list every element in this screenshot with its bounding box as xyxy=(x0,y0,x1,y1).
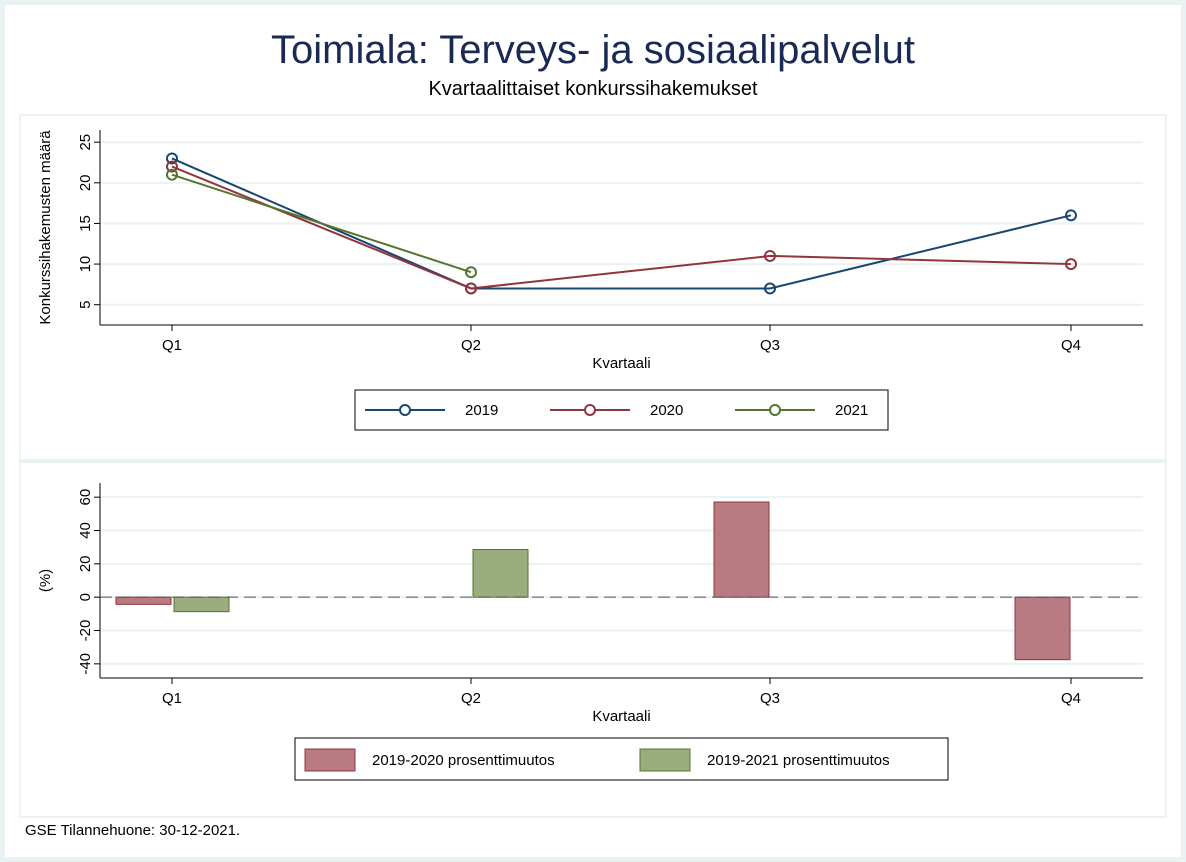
x-tick-label: Q3 xyxy=(760,337,780,354)
data-point-2020 xyxy=(1065,258,1077,271)
y-tick-label: 20 xyxy=(77,174,94,191)
y-tick-label: 20 xyxy=(77,555,94,572)
legend-label: 2019-2020 prosenttimuutos xyxy=(372,752,555,769)
y-tick-label: 15 xyxy=(77,215,94,232)
x-tick-label: Q2 xyxy=(461,337,481,354)
data-point-2019 xyxy=(764,282,776,295)
legend-swatch xyxy=(639,748,691,772)
legend-label: 2021 xyxy=(835,402,868,419)
x-tick-label: Q4 xyxy=(1061,337,1081,354)
chart-subtitle: Kvartaalittaiset konkurssihakemukset xyxy=(428,78,757,100)
y-tick-label: 25 xyxy=(77,134,94,151)
y-tick-label: 40 xyxy=(77,522,94,539)
legend-swatch xyxy=(304,748,356,772)
data-point-2019 xyxy=(1065,209,1077,222)
y-tick-label: -40 xyxy=(77,653,94,675)
legend-marker-2021 xyxy=(769,404,781,416)
bar-Q2-2 xyxy=(472,549,529,598)
x-axis-title: Kvartaali xyxy=(592,708,650,725)
legend-label: 2019 xyxy=(465,402,498,419)
y-tick-label: 0 xyxy=(77,593,94,601)
footer-note: GSE Tilannehuone: 30-12-2021. xyxy=(25,822,240,839)
x-axis-title: Kvartaali xyxy=(592,355,650,372)
bar-Q4-1 xyxy=(1014,596,1071,661)
x-tick-label: Q3 xyxy=(760,690,780,707)
data-point-2020 xyxy=(465,282,477,295)
data-point-2021 xyxy=(465,266,477,279)
bar-Q1-2 xyxy=(173,596,230,613)
chart-title: Toimiala: Terveys- ja sosiaalipalvelut xyxy=(271,28,915,72)
y-tick-label: 5 xyxy=(77,301,94,309)
y-axis-title: Konkurssihakemusten määrä xyxy=(37,130,54,325)
data-point-2020 xyxy=(764,249,776,262)
y-tick-label: 60 xyxy=(77,489,94,506)
bar-Q3-1 xyxy=(713,501,770,598)
data-point-2021 xyxy=(166,168,178,181)
y-axis-title: (%) xyxy=(37,569,54,592)
series-line-2021 xyxy=(171,173,472,274)
y-tick-label: 10 xyxy=(77,256,94,273)
x-tick-label: Q1 xyxy=(162,337,182,354)
bar-Q1-1 xyxy=(115,596,172,605)
series-line-2020 xyxy=(171,165,1072,290)
legend-label: 2019-2021 prosenttimuutos xyxy=(707,752,890,769)
legend-label: 2020 xyxy=(650,402,683,419)
x-tick-label: Q4 xyxy=(1061,690,1081,707)
x-tick-label: Q1 xyxy=(162,690,182,707)
y-tick-label: -20 xyxy=(77,620,94,642)
data-point-2019 xyxy=(166,152,178,165)
legend-marker-2020 xyxy=(584,404,596,416)
chart-frame: Toimiala: Terveys- ja sosiaalipalvelut K… xyxy=(5,5,1181,857)
legend-marker-2019 xyxy=(399,404,411,416)
legend-box xyxy=(294,737,949,781)
data-point-2020 xyxy=(166,160,178,173)
chart-svg: Toimiala: Terveys- ja sosiaalipalvelut K… xyxy=(19,28,1167,839)
x-tick-label: Q2 xyxy=(461,690,481,707)
